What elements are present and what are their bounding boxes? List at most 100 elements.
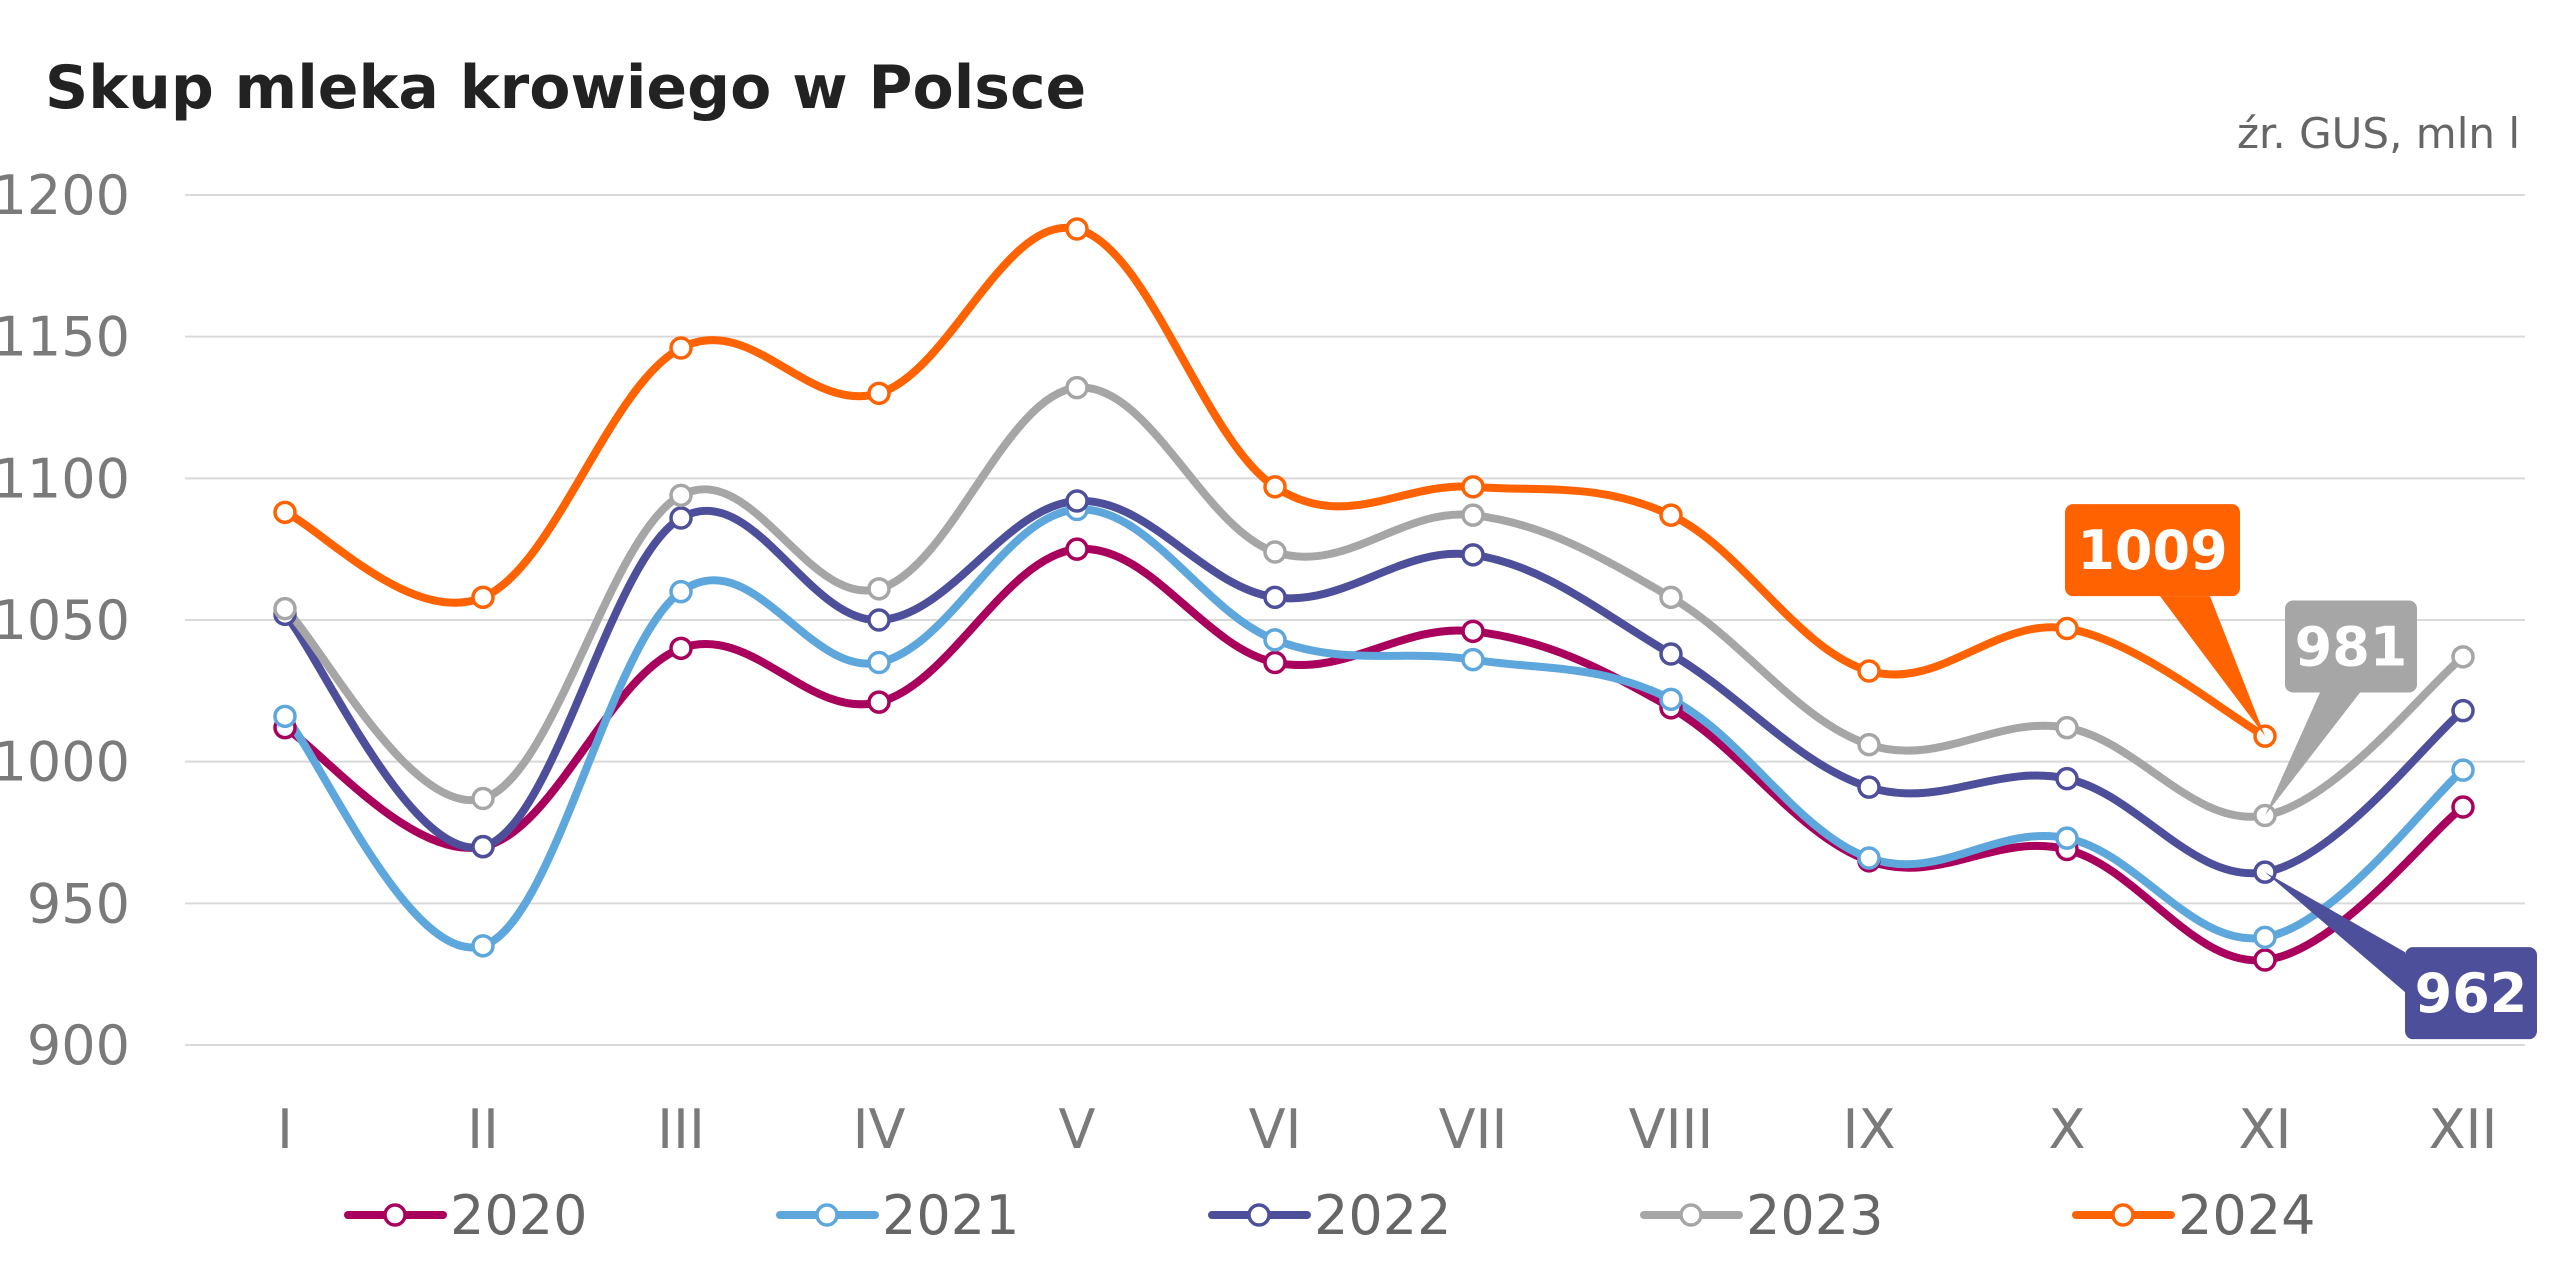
data-point-2023-VIII [1659, 585, 1683, 610]
series-line-2021 [281, 505, 2467, 952]
legend-swatch-marker [2111, 1203, 2135, 1227]
series-line-2022 [281, 496, 2467, 878]
callout-pointer [2265, 872, 2405, 993]
callout-label: 962 [2415, 962, 2528, 1025]
data-point-2021-VII [1461, 647, 1485, 672]
x-tick-label: XII [2429, 1098, 2498, 1161]
data-point-2021-X [2055, 826, 2079, 850]
data-point-2020-XI [2253, 948, 2277, 972]
callout-pointer [2160, 596, 2265, 737]
callout-label: 981 [2295, 616, 2408, 679]
legend-item-2023: 2023 [1640, 1184, 1883, 1247]
x-tick-label: VIII [1629, 1098, 1714, 1161]
data-point-2024-VI [1263, 475, 1287, 499]
data-point-2024-II [471, 585, 495, 610]
legend-label: 2021 [882, 1184, 1019, 1247]
callout-pointer [2265, 692, 2360, 816]
data-point-2022-IV [867, 608, 891, 632]
legend-label: 2023 [1746, 1184, 1883, 1247]
legend-swatch-marker [383, 1203, 407, 1227]
legend-swatch-marker [815, 1203, 839, 1227]
data-point-2023-IX [1857, 732, 1881, 757]
data-point-2022-VIII [1659, 642, 1683, 666]
data-point-2020-IV [867, 690, 891, 714]
data-point-2024-I [273, 500, 297, 525]
x-tick-label: IX [1843, 1098, 1896, 1161]
data-point-2023-VII [1461, 503, 1485, 527]
data-point-2023-IV [867, 577, 891, 601]
legend-item-2020: 2020 [344, 1184, 587, 1247]
data-point-2024-IV [867, 381, 891, 406]
y-tick-label: 1200 [0, 164, 130, 227]
data-point-2020-XII [2451, 795, 2475, 819]
x-tick-label: VII [1439, 1098, 1508, 1161]
data-point-2021-IX [1857, 846, 1881, 870]
legend-label: 2024 [2178, 1184, 2315, 1247]
data-point-2022-II [471, 834, 495, 859]
data-point-2023-V [1065, 375, 1089, 400]
x-tick-label: IV [853, 1098, 906, 1161]
x-tick-label: VI [1249, 1098, 1302, 1161]
data-point-2024-V [1065, 217, 1089, 241]
chart-source: źr. GUS, mln l [2237, 109, 2520, 158]
y-tick-label: 1050 [0, 589, 130, 652]
chart-title: Skup mleka krowiego w Polsce [45, 53, 1086, 123]
data-point-2021-VIII [1659, 687, 1683, 712]
data-point-2022-III [669, 506, 693, 530]
x-tick-label: V [1059, 1098, 1096, 1161]
x-tick-label: III [657, 1098, 705, 1161]
data-point-2021-II [471, 934, 495, 958]
callout-2024: 1009 [2065, 504, 2265, 737]
data-point-2021-IV [867, 650, 891, 675]
data-point-2022-X [2055, 766, 2079, 791]
data-point-2024-VIII [1659, 503, 1683, 527]
series-line-2020 [281, 545, 2467, 965]
callout-box [2405, 947, 2537, 1040]
callout-2022: 962 [2265, 872, 2537, 1040]
series-line-2023 [281, 383, 2467, 821]
y-tick-label: 950 [27, 872, 130, 935]
x-tick-label: II [467, 1098, 499, 1161]
data-point-2023-III [669, 483, 693, 508]
data-point-2020-V [1065, 537, 1089, 561]
data-point-2023-II [471, 786, 495, 811]
y-tick-label: 900 [27, 1014, 130, 1077]
data-point-2021-I [273, 704, 297, 729]
data-point-2024-VII [1461, 475, 1485, 499]
y-tick-label: 1000 [0, 731, 130, 794]
data-point-2024-III [669, 336, 693, 360]
data-point-2020-VI [1263, 650, 1287, 675]
x-tick-label: XI [2239, 1098, 2292, 1161]
data-point-2020-III [669, 636, 693, 661]
data-point-2022-VI [1263, 585, 1287, 610]
data-point-2023-VI [1263, 540, 1287, 564]
data-point-2021-XII [2451, 758, 2475, 782]
x-tick-label: I [277, 1098, 293, 1161]
data-point-2023-X [2055, 715, 2079, 740]
data-point-2023-I [273, 596, 297, 621]
data-point-2022-VII [1461, 543, 1485, 567]
data-point-2023-XII [2451, 645, 2475, 669]
data-point-2022-IX [1857, 775, 1881, 799]
data-point-2021-XI [2253, 925, 2277, 950]
data-point-2024-IX [1857, 659, 1881, 683]
callout-box [2065, 504, 2240, 597]
data-point-2021-III [669, 579, 693, 604]
y-tick-label: 1100 [0, 447, 130, 510]
callout-label: 1009 [2077, 519, 2227, 582]
legend-label: 2020 [450, 1184, 587, 1247]
legend-item-2021: 2021 [776, 1184, 1019, 1247]
legend-label: 2022 [1314, 1184, 1451, 1247]
data-point-2022-V [1065, 489, 1089, 513]
legend-item-2024: 2024 [2072, 1184, 2315, 1247]
legend-swatch-marker [1247, 1203, 1271, 1227]
data-point-2020-VII [1461, 619, 1485, 644]
legend-swatch-marker [1679, 1203, 1703, 1227]
series-line-2024 [281, 223, 2269, 741]
data-point-2021-VI [1263, 628, 1287, 652]
data-point-2024-X [2055, 616, 2079, 641]
data-point-2022-XII [2451, 698, 2475, 723]
legend-item-2022: 2022 [1208, 1184, 1451, 1247]
callout-2023: 981 [2265, 600, 2417, 816]
